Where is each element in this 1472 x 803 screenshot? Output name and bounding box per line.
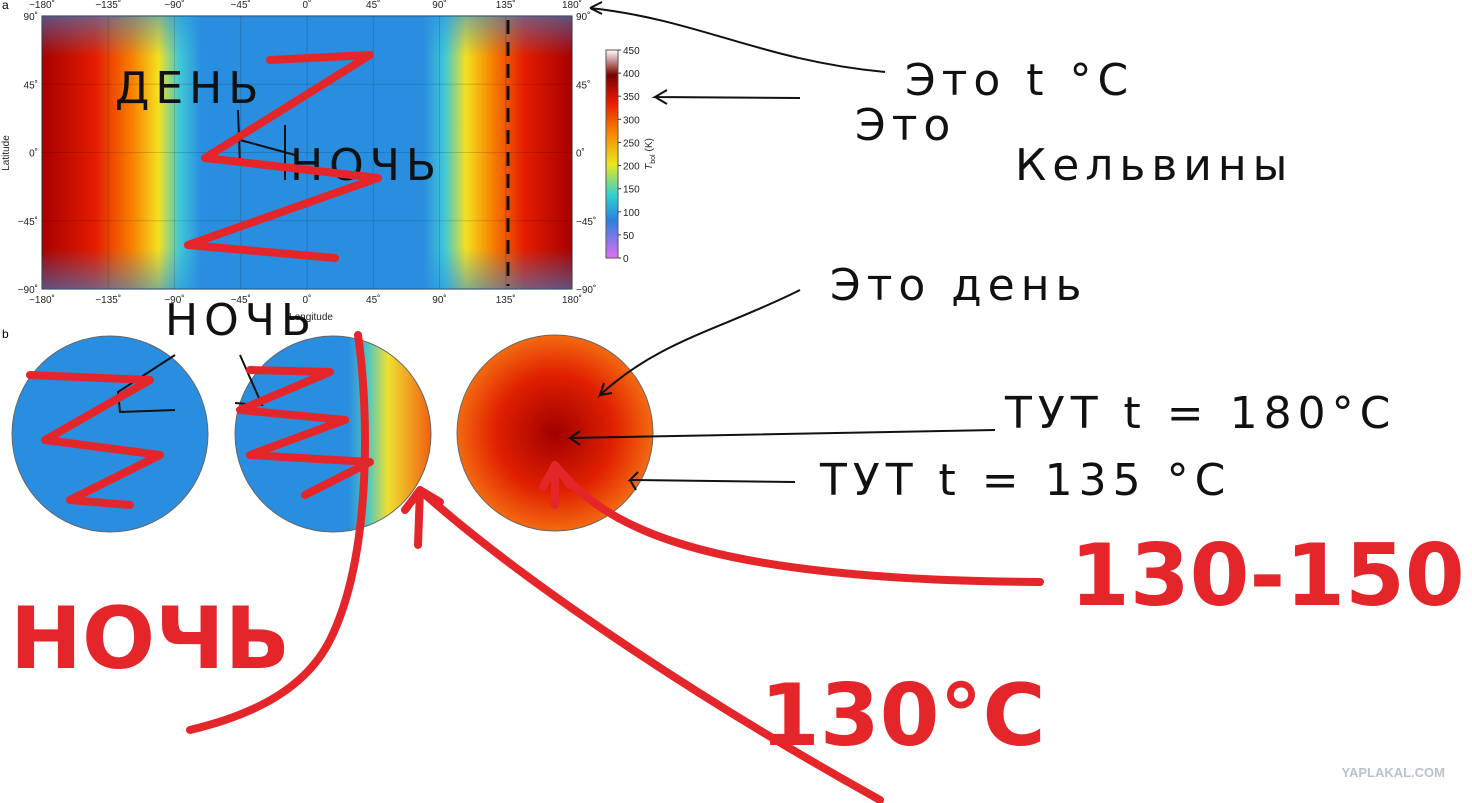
note: 130-150°C [1070,526,1472,626]
y-tick-label: 90˚ [576,11,590,23]
x-tick-label: −180˚ [29,294,55,306]
colorbar-tick-label: 400 [623,69,640,80]
x-tick-label: 45˚ [366,0,380,11]
y-tick-label: 45˚ [24,79,38,91]
subscript: bol [650,154,657,164]
x-tick-label: −45˚ [231,294,251,306]
globe-night [11,335,209,533]
x-tick-label: 135˚ [496,0,516,11]
y-axis-label: Latitude [1,135,12,171]
panel-label: a [2,0,9,12]
y-tick-label: 0˚ [576,148,585,160]
red-scribbles [26,51,1044,803]
colorbar-tick-label: 50 [623,231,635,242]
x-tick-label: −180˚ [29,0,55,11]
note: ДЕНЬ [115,63,264,114]
x-tick-label: −90˚ [164,0,184,11]
x-tick-label: 180˚ [562,0,582,11]
y-tick-label: −90˚ [576,284,596,296]
x-tick-label: −45˚ [231,0,251,11]
note: Кельвины [1015,140,1293,191]
x-tick-label: −135˚ [95,294,121,306]
colorbar [605,49,619,259]
x-tick-label: 0˚ [303,0,312,11]
colorbar-tick-label: 0 [623,254,629,265]
note: НОЧЬ [165,295,317,346]
note: Это t °C [905,55,1134,106]
x-tick-label: 0˚ [303,294,312,306]
y-tick-label: 0˚ [29,148,38,160]
panel-label: b [2,327,9,341]
x-tick-label: 135˚ [496,294,516,306]
x-tick-label: −90˚ [164,294,184,306]
note: Это [855,100,956,151]
globe-terminator [234,335,432,533]
symbol: T [644,163,655,170]
unit: (K) [644,138,655,151]
colorbar-tick-label: 200 [623,162,640,173]
y-tick-label: 90˚ [24,11,38,23]
colorbar-tick-label: 300 [623,115,640,126]
colorbar-tick-label: 100 [623,208,640,219]
x-tick-label: 90˚ [432,294,446,306]
colorbar-tick-label: 350 [623,92,640,103]
note: ТУТ t = 180°C [1004,388,1396,439]
x-axis-label: Longitude [289,312,333,323]
note: НОЧЬ [10,589,290,689]
y-tick-label: −90˚ [18,284,38,296]
y-tick-label: −45˚ [576,216,596,228]
note: Это день [830,260,1087,311]
colorbar-tick-label: 250 [623,138,640,149]
note: 130°C [760,666,1046,766]
colorbar-label: Tbol (K) [644,138,657,170]
note: ТУТ t = 135 °C [819,455,1231,506]
y-tick-label: −45˚ [18,216,38,228]
y-tick-label: 45˚ [576,79,590,91]
watermark: YAPLAKAL.COM [1341,765,1445,780]
x-tick-label: 45˚ [366,294,380,306]
x-tick-label: 180˚ [562,294,582,306]
x-tick-label: −135˚ [95,0,121,11]
colorbar-tick-label: 150 [623,185,640,196]
colorbar-tick-label: 450 [623,46,640,57]
x-tick-label: 90˚ [432,0,446,11]
